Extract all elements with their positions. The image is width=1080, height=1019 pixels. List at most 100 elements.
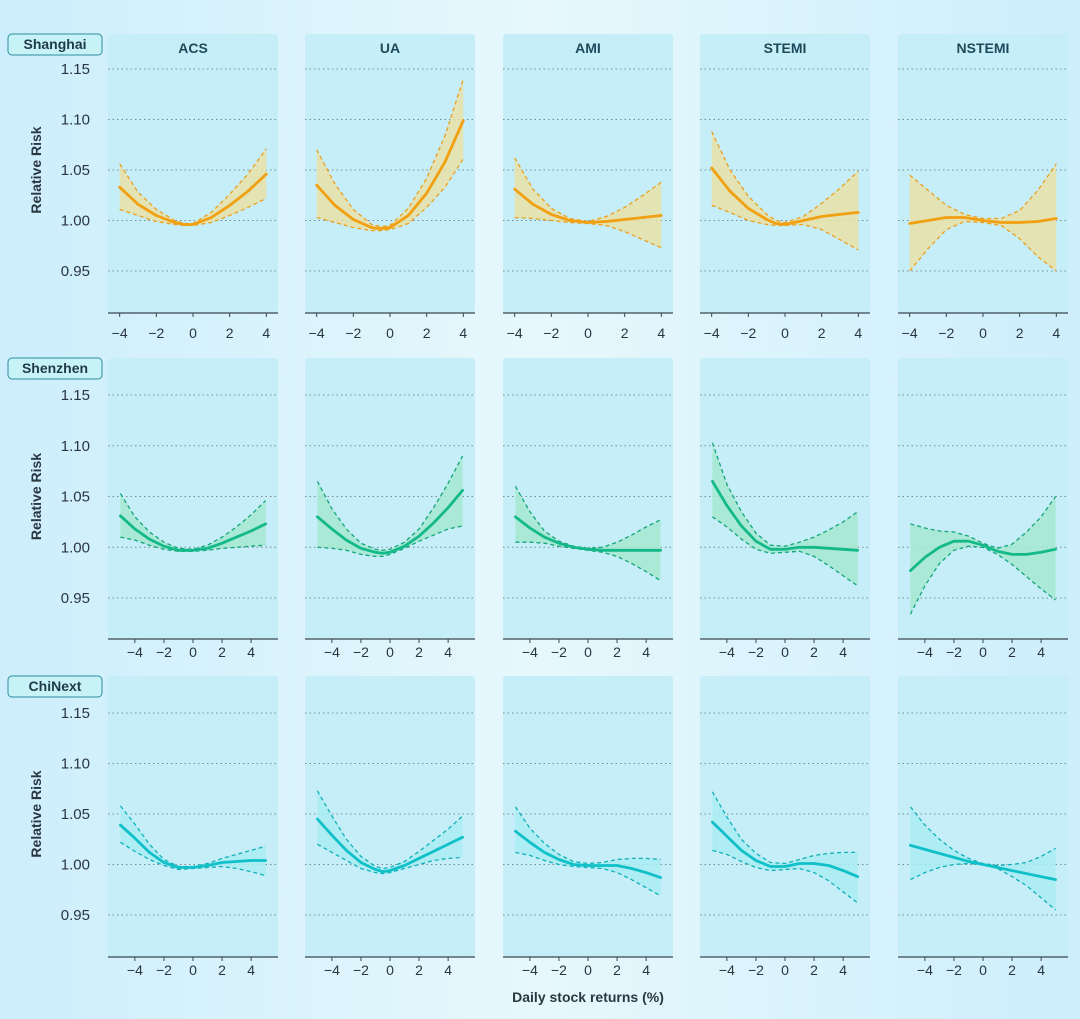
column-title-ua: UA: [380, 40, 400, 56]
x-tick-label: 2: [423, 325, 431, 341]
panel-bg-shenzhen-stemi: [700, 358, 870, 639]
ci-upper-line: [316, 455, 464, 551]
ci-lower-line: [317, 843, 463, 875]
x-tick-label: 4: [854, 325, 862, 341]
row-tag-box: [7, 33, 103, 56]
y-tick-label: 1.00: [61, 539, 90, 556]
x-tick-label: −2: [551, 644, 567, 660]
panel-bg-chinext-ami: [503, 676, 673, 957]
panel-bg-shanghai-stemi: [700, 34, 870, 313]
x-tick-label: 2: [818, 325, 826, 341]
x-tick-label: 4: [444, 644, 452, 660]
x-tick-label: −2: [946, 962, 962, 978]
x-tick-label: 2: [415, 644, 423, 660]
x-tick-label: −4: [719, 644, 735, 660]
panel-bg-chinext-acs: [108, 676, 278, 957]
x-tick-label: −2: [551, 962, 567, 978]
ci-upper-line: [711, 791, 858, 865]
rr-curve-shanghai-nstemi: [908, 216, 1058, 225]
panel-bg-shanghai-ua: [305, 34, 475, 313]
y-axis-label: Relative Risk: [28, 453, 44, 540]
rr-curve-shanghai-ami: [513, 187, 663, 224]
x-tick-label: 0: [781, 644, 789, 660]
x-tick-label: −4: [309, 325, 325, 341]
ci-band-shanghai-ami: [514, 157, 662, 248]
x-tick-label: 0: [386, 325, 394, 341]
y-tick-label: 1.10: [61, 756, 90, 773]
x-tick-label: 0: [584, 644, 592, 660]
ci-lower-line: [909, 220, 1057, 272]
rr-curve-shenzhen-ua: [315, 488, 465, 555]
x-tick-label: 4: [1037, 644, 1045, 660]
y-tick-label: 1.10: [61, 438, 90, 455]
rr-curve-shenzhen-ami: [514, 515, 662, 552]
row-tag-label: Shanghai: [23, 36, 86, 52]
panel-bg-chinext-stemi: [700, 676, 870, 957]
y-tick-label: 1.15: [61, 387, 90, 404]
x-tick-label: 4: [1037, 962, 1045, 978]
x-tick-label: 4: [839, 644, 847, 660]
ci-lower-line: [712, 516, 858, 587]
x-tick-label: 4: [262, 325, 270, 341]
x-tick-label: −2: [946, 644, 962, 660]
x-tick-label: −2: [740, 325, 756, 341]
panel-bg-shenzhen-nstemi: [898, 358, 1068, 639]
x-tick-label: 0: [584, 962, 592, 978]
x-tick-label: 2: [613, 962, 621, 978]
ci-band-shenzhen-acs: [120, 493, 266, 552]
x-tick-label: −2: [148, 325, 164, 341]
y-tick-label: 1.00: [61, 213, 90, 230]
panel-bg-shenzhen-ua: [305, 358, 475, 639]
x-tick-label: 0: [386, 962, 394, 978]
panel-bg-shenzhen-acs: [108, 358, 278, 639]
x-tick-label: −4: [112, 325, 128, 341]
x-tick-label: 0: [979, 962, 987, 978]
y-axis-label: Relative Risk: [28, 126, 44, 213]
x-tick-label: 2: [1016, 325, 1024, 341]
x-tick-label: −2: [345, 325, 361, 341]
x-tick-label: −4: [917, 644, 933, 660]
x-tick-label: −2: [938, 325, 954, 341]
x-tick-label: 2: [810, 962, 818, 978]
x-tick-label: 4: [459, 325, 467, 341]
x-tick-label: −4: [522, 962, 538, 978]
y-tick-label: 0.95: [61, 907, 90, 924]
x-tick-label: 0: [979, 325, 987, 341]
y-tick-label: 1.00: [61, 857, 90, 874]
x-tick-label: 0: [781, 325, 789, 341]
x-tick-label: 2: [226, 325, 234, 341]
row-tag-box: [7, 675, 103, 698]
x-tick-label: −4: [127, 962, 143, 978]
panel-bg-chinext-nstemi: [898, 676, 1068, 957]
ci-band-chinext-nstemi: [910, 806, 1056, 910]
y-tick-label: 1.05: [61, 806, 90, 823]
rr-curve-shanghai-ua: [315, 119, 465, 231]
x-tick-label: 4: [1052, 325, 1060, 341]
x-tick-label: 4: [247, 644, 255, 660]
rr-curve-shanghai-acs: [118, 172, 268, 226]
ci-upper-line: [711, 131, 859, 224]
rr-curve-chinext-ami: [514, 829, 662, 879]
x-axis-label: Daily stock returns (%): [512, 989, 664, 1005]
x-tick-label: −2: [156, 962, 172, 978]
column-title-ami: AMI: [575, 40, 601, 56]
ci-lower-line: [909, 545, 1056, 615]
x-tick-label: 4: [247, 962, 255, 978]
x-tick-label: 0: [386, 644, 394, 660]
ci-upper-line: [910, 496, 1057, 549]
y-tick-label: 0.95: [61, 590, 90, 607]
x-tick-label: −2: [748, 962, 764, 978]
x-tick-label: 0: [189, 962, 197, 978]
x-tick-label: −2: [543, 325, 559, 341]
row-tag-chinext: ChiNext: [7, 675, 103, 698]
ci-band-chinext-stemi: [712, 791, 858, 903]
panel-bg-shanghai-acs: [108, 34, 278, 313]
x-tick-label: 2: [1008, 644, 1016, 660]
x-tick-label: −4: [324, 644, 340, 660]
rr-curve-shanghai-stemi: [710, 166, 860, 226]
x-tick-label: 2: [415, 962, 423, 978]
x-tick-label: 4: [642, 962, 650, 978]
column-title-acs: ACS: [178, 40, 208, 56]
